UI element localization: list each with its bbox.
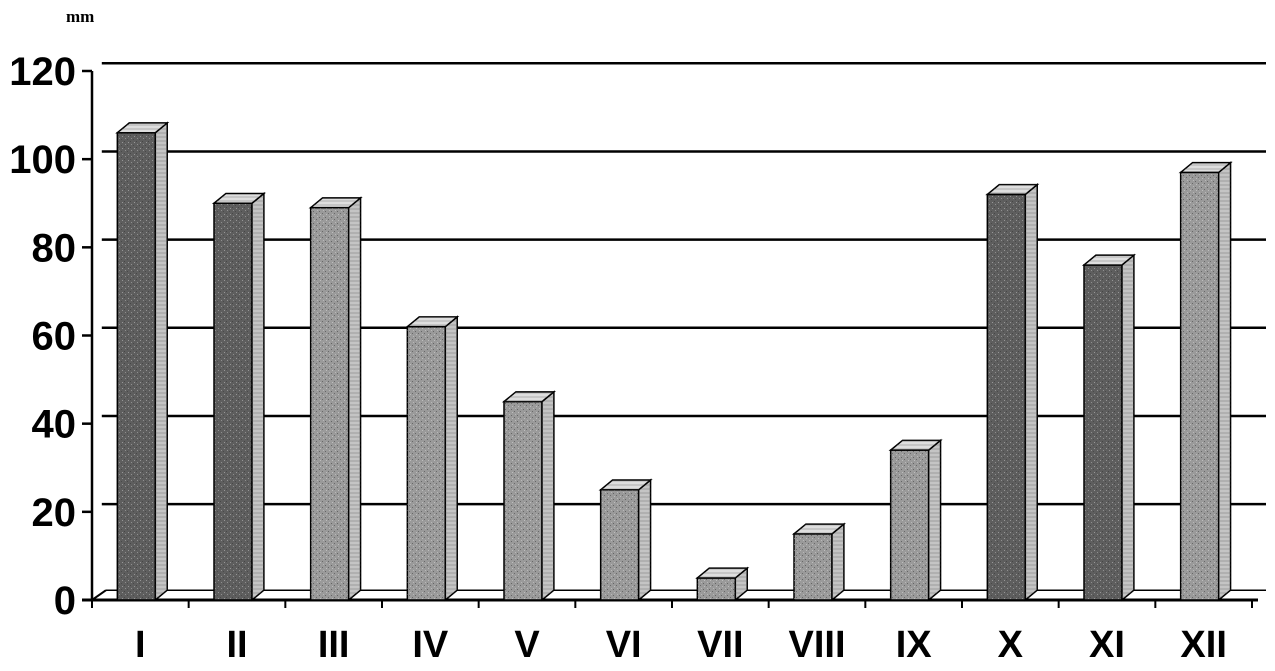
bar-VIII [791,522,846,602]
y-tick-label-120: 120 [9,50,76,94]
x-tick-label-II: II [226,624,247,666]
bar-XI [1081,253,1136,602]
bar-texture-V [504,401,542,600]
y-tick-label-40: 40 [32,403,77,447]
bar-VI [598,478,653,602]
bar-side-texture-IX [928,440,941,600]
y-tick-label-0: 0 [54,579,76,623]
x-tick-label-VII: VII [697,624,743,666]
bar-texture-II [214,203,252,600]
y-axis-unit-label: mm [66,7,94,26]
x-axis-labels: I II III IV V VI VII VIII IX X XI XII [135,624,1227,666]
bar-texture-VII [697,577,736,600]
bar-side-texture-XII [1218,162,1231,600]
x-tick-label-VIII: VIII [788,624,845,666]
bar-VII [695,566,750,602]
bar-texture-X [987,194,1026,600]
bar-top-texture-VI [600,479,651,490]
bar-top-texture-VIII [794,524,844,534]
bar-texture-XII [1180,172,1219,600]
bar-side-texture-XI [1122,255,1134,600]
y-tick-label-100: 100 [9,138,76,182]
bar-texture-IX [890,450,929,600]
bar-texture-I [117,132,156,600]
bar-II [211,191,266,602]
bar-top-texture-I [117,122,168,133]
y-tick-label-60: 60 [32,315,77,359]
x-tick-label-IX: IX [896,624,933,666]
bar-side-texture-X [1025,184,1038,600]
bar-texture-IV [407,326,446,600]
bar-X [985,183,1040,602]
gridlines [101,62,1266,506]
x-tick-label-VI: VI [606,624,642,666]
bar-side-texture-II [252,193,264,600]
bar-top-texture-V [504,391,554,402]
x-tick-label-XI: XI [1089,624,1125,666]
bar-side-texture-V [542,391,554,600]
bar-I [115,121,170,602]
bar-side-texture-III [348,197,361,600]
bar-V [501,390,556,602]
bar-side-texture-VIII [832,524,844,600]
bar-III [308,196,363,602]
x-tick-label-IV: IV [412,624,449,666]
x-tick-label-III: III [318,624,350,666]
floor-edge-left [91,589,107,601]
bar-top-texture-X [987,184,1038,195]
bar-top-texture-XII [1180,162,1231,173]
bar-top-texture-XI [1084,255,1134,265]
x-tick-label-I: I [135,624,146,666]
bar-top-texture-II [214,193,264,204]
y-tick-label-80: 80 [32,226,77,270]
bar-texture-XI [1084,264,1122,600]
bars [115,121,1233,602]
x-tick-label-X: X [998,624,1024,666]
bar-IX [888,438,943,602]
bar-texture-III [310,207,349,601]
bar-side-texture-I [155,122,168,601]
bar-XII [1178,161,1233,602]
bar-top-texture-IV [407,316,458,327]
bar-side-texture-VI [638,479,651,600]
y-tick-label-20: 20 [32,491,77,535]
bar-texture-VIII [794,533,832,600]
bar-top-texture-IX [890,440,941,451]
bar-top-texture-VII [697,568,748,578]
x-tick-label-V: V [514,624,540,666]
x-tick-label-XII: XII [1180,624,1226,666]
bar-top-texture-III [310,197,361,208]
y-axis-ticks: 0 20 40 60 80 100 120 [9,50,92,623]
bar-side-texture-IV [445,316,458,600]
bar-texture-VI [600,489,639,600]
bar-IV [405,315,460,602]
